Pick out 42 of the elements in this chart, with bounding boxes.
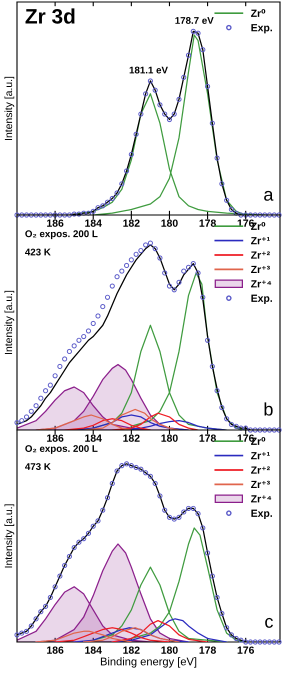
x-tick-label: 184 <box>85 219 102 227</box>
legend-label: Exp. <box>251 510 272 519</box>
x-tick-label: 180 <box>161 434 178 442</box>
x-tick-label: 176 <box>238 646 254 654</box>
legend-label: Zr⁰ <box>251 9 266 17</box>
x-tick-label: 186 <box>47 646 64 654</box>
x-tick-label: 186 <box>47 219 64 227</box>
legend-label: Zr⁺¹ <box>251 452 270 460</box>
annotation: 178.7 eV <box>175 17 214 24</box>
x-tick-label: 184 <box>85 434 102 442</box>
x-tick-label: 180 <box>161 646 178 654</box>
x-tick-label: 182 <box>123 219 140 227</box>
text: O₂ expos. 200 L <box>25 230 98 240</box>
x-tick-label: 178 <box>200 219 216 227</box>
legend-label: Exp. <box>251 24 272 34</box>
legend-label: Zr⁺³ <box>251 480 270 488</box>
x-tick-label: 186 <box>47 434 64 442</box>
x-tick-label: 178 <box>200 434 216 442</box>
x-tick-label: 180 <box>161 219 178 227</box>
x-tick-label: 178 <box>200 646 216 654</box>
annotation: 181.1 eV <box>130 66 168 74</box>
annotation: 423 K <box>25 248 51 256</box>
annotation: c <box>265 618 273 628</box>
x-tick-label: 182 <box>123 434 140 442</box>
annotation: b <box>264 402 273 416</box>
x-tick-label: 182 <box>123 646 140 654</box>
legend-label: Zr⁺³ <box>251 266 270 274</box>
legend-label: Exp. <box>251 294 272 304</box>
chart-title: Zr 3d <box>26 8 74 24</box>
legend-label: Zr⁺² <box>251 466 270 474</box>
y-axis-title: Intensity [a.u.] <box>4 290 14 354</box>
x-tick-label: 184 <box>85 646 102 654</box>
y-axis-title: Intensity [a.u.] <box>4 504 14 568</box>
annotation: a <box>264 190 274 201</box>
legend-label: Zr⁺² <box>251 251 270 259</box>
y-axis-title: Intensity [a.u.] <box>4 76 14 140</box>
legend-label: Zr⁺⁴ <box>251 495 272 502</box>
x-axis-title: Binding energy [eV] <box>100 657 196 668</box>
annotation: 473 K <box>25 463 51 470</box>
legend-label: Zr⁺¹ <box>251 237 270 244</box>
text: O₂ expos. 200 L <box>25 445 98 454</box>
legend-label: Zr⁺⁴ <box>251 280 272 288</box>
